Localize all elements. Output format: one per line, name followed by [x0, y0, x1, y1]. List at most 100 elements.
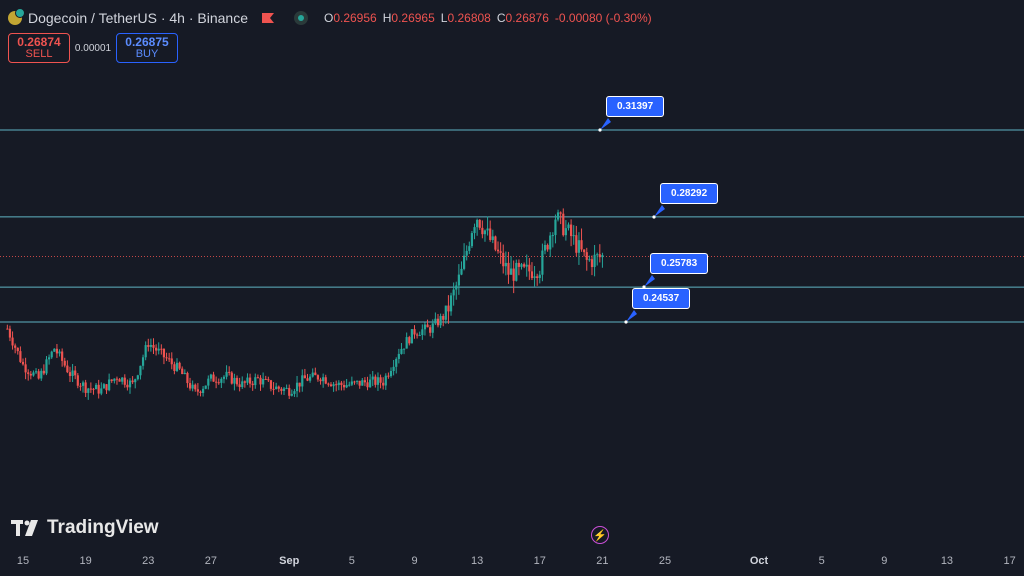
candle-down	[186, 372, 189, 384]
x-tick-label: 27	[204, 555, 218, 567]
candle-up	[596, 254, 599, 256]
level-callout[interactable]: 0.31397	[606, 96, 665, 117]
tradingview-logo-icon	[11, 520, 38, 536]
candle-down	[131, 380, 134, 383]
candle-down	[269, 380, 273, 389]
candle-up	[204, 385, 207, 389]
candle-down	[215, 381, 218, 383]
candle-down	[76, 375, 79, 386]
candle-up	[483, 230, 487, 235]
x-tick-label: 9	[881, 555, 888, 567]
candle-up	[144, 345, 147, 358]
candle-down	[280, 388, 283, 391]
spread-value: 0.00001	[74, 42, 112, 54]
candle-down	[382, 382, 385, 386]
candle-up	[136, 375, 139, 380]
x-tick-label: 5	[348, 555, 355, 567]
candle-up	[405, 337, 408, 349]
candle-up	[121, 377, 124, 382]
candle-down	[329, 384, 333, 387]
sell-price: 0.26874	[17, 35, 61, 49]
candle-down	[21, 361, 25, 365]
callout-pointer	[598, 118, 611, 132]
callout-pointer	[652, 204, 665, 219]
candle-down	[272, 388, 275, 390]
ohlc-value: 0.26876	[505, 11, 549, 25]
candle-down	[416, 334, 419, 336]
candle-up	[355, 380, 359, 382]
candle-down	[178, 362, 181, 369]
x-axis[interactable]: 15 19 23 27 Sep 5 9 13 17 21 25 Oct 5 9 13 17	[0, 552, 1024, 572]
ohlc-label: O	[323, 11, 334, 25]
candle-down	[152, 344, 155, 348]
candle-up	[504, 262, 507, 267]
x-tick-label: 13	[940, 555, 954, 567]
candle-up	[100, 388, 103, 394]
candle-down	[110, 379, 113, 381]
candle-up	[209, 374, 213, 379]
flag-icon[interactable]	[261, 13, 274, 23]
sell-label: SELL	[25, 48, 53, 60]
candle-up	[452, 289, 455, 296]
lightning-icon[interactable]: ⚡	[591, 526, 609, 544]
candle-down	[42, 370, 45, 374]
candle-up	[588, 259, 591, 261]
candle-up	[554, 219, 557, 236]
candle-up	[423, 324, 427, 330]
symbol-title[interactable]: Dogecoin / TetherUS · 4h · Binance	[28, 10, 248, 26]
candle-down	[16, 347, 19, 352]
ohlc-value: 0.26956	[333, 11, 377, 25]
level-callout[interactable]: 0.25783	[650, 253, 709, 275]
candle-up	[322, 377, 325, 382]
candle-down	[598, 254, 601, 258]
candle-down	[499, 251, 502, 253]
candle-up	[207, 378, 210, 386]
candle-down	[319, 379, 322, 382]
candle-up	[543, 244, 547, 251]
candle-up	[32, 372, 35, 376]
candle-up	[418, 335, 421, 337]
tradingview-logo[interactable]: TradingView	[11, 517, 159, 539]
candle-up	[293, 391, 296, 394]
candle-up	[34, 371, 38, 373]
candle-up	[134, 379, 137, 383]
candle-up	[465, 250, 468, 256]
price-chart[interactable]	[0, 0, 1024, 552]
candle-up	[345, 385, 348, 388]
candle-down	[217, 382, 220, 384]
candle-up	[421, 329, 424, 336]
candle-up	[434, 318, 437, 324]
candle-up	[225, 371, 228, 377]
candle-up	[533, 276, 536, 279]
candle-up	[175, 362, 179, 371]
level-callout[interactable]: 0.24537	[632, 288, 691, 309]
x-tick-label: Sep	[279, 555, 300, 567]
buy-button[interactable]: 0.26875 BUY	[116, 33, 178, 63]
candle-down	[74, 370, 77, 376]
candle-down	[590, 259, 594, 268]
candle-down	[585, 252, 588, 260]
sell-button[interactable]: 0.26874 SELL	[8, 33, 70, 63]
candle-up	[332, 384, 335, 387]
candle-down	[481, 227, 484, 235]
candle-up	[361, 380, 364, 386]
candle-down	[523, 264, 526, 267]
ohlc-values: O0.26956 H0.26965 L0.26808 C0.26876 -0.0…	[324, 11, 652, 25]
level-callout[interactable]: 0.28292	[660, 182, 719, 204]
candle-up	[564, 228, 567, 236]
candle-down	[387, 375, 390, 377]
candle-up	[149, 344, 152, 347]
candle-up	[444, 305, 447, 320]
candle-up	[439, 315, 442, 326]
candle-up	[395, 358, 398, 367]
candle-down	[14, 345, 17, 348]
visibility-icon[interactable]	[293, 11, 308, 25]
candle-down	[507, 262, 510, 275]
candle-up	[94, 384, 98, 390]
candle-down	[194, 384, 197, 390]
candle-down	[496, 249, 500, 252]
candle-up	[462, 255, 466, 269]
candle-up	[410, 329, 413, 344]
candle-down	[6, 328, 9, 330]
candle-up	[369, 379, 372, 388]
